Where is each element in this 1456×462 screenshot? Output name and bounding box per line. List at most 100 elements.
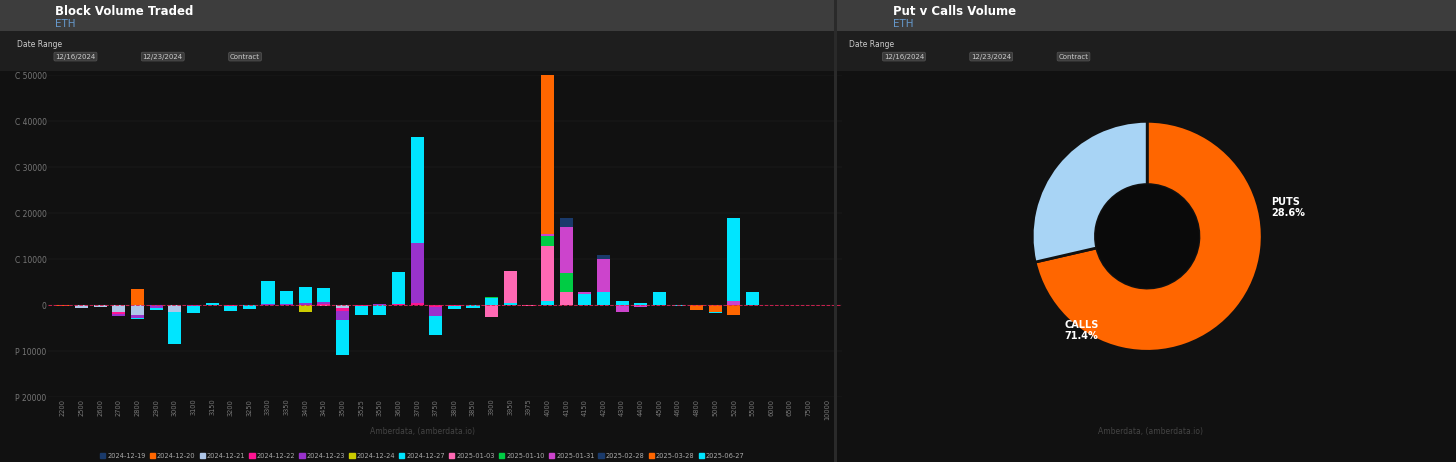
Bar bbox=[131, 305, 144, 315]
Bar bbox=[93, 305, 106, 307]
Bar bbox=[112, 314, 125, 316]
Bar bbox=[298, 305, 312, 312]
Text: 12/23/2024: 12/23/2024 bbox=[143, 54, 183, 60]
Text: 12/16/2024: 12/16/2024 bbox=[884, 54, 925, 60]
Bar bbox=[169, 305, 182, 312]
Text: ETH: ETH bbox=[55, 19, 76, 29]
Bar bbox=[523, 305, 536, 306]
Bar bbox=[317, 302, 331, 304]
Bar bbox=[728, 218, 741, 301]
Bar bbox=[485, 305, 498, 317]
Bar bbox=[578, 292, 591, 294]
Wedge shape bbox=[1035, 122, 1262, 351]
Bar bbox=[542, 234, 555, 237]
Bar bbox=[466, 305, 479, 308]
Bar bbox=[298, 303, 312, 305]
Bar bbox=[76, 305, 89, 308]
Bar bbox=[559, 292, 572, 305]
Bar bbox=[355, 306, 368, 316]
Bar bbox=[542, 237, 555, 245]
Bar bbox=[280, 304, 293, 305]
Bar bbox=[373, 305, 386, 315]
Bar bbox=[728, 301, 741, 305]
Bar bbox=[448, 305, 462, 306]
Bar bbox=[728, 305, 741, 315]
Bar bbox=[169, 312, 182, 344]
Bar bbox=[635, 303, 648, 305]
Text: PUTS
28.6%: PUTS 28.6% bbox=[1271, 197, 1305, 219]
Bar bbox=[559, 273, 572, 292]
Bar bbox=[597, 292, 610, 305]
Bar bbox=[504, 303, 517, 305]
Bar bbox=[635, 305, 648, 307]
Text: Block Volume Traded: Block Volume Traded bbox=[55, 5, 194, 18]
Text: Contract: Contract bbox=[1059, 54, 1089, 60]
Text: Date Range: Date Range bbox=[17, 40, 63, 49]
Bar bbox=[336, 308, 349, 311]
Bar bbox=[280, 291, 293, 304]
Text: Contract: Contract bbox=[230, 54, 261, 60]
Bar bbox=[671, 305, 684, 306]
Bar bbox=[616, 305, 629, 312]
Bar bbox=[542, 301, 555, 305]
Bar bbox=[690, 305, 703, 310]
Bar bbox=[262, 304, 275, 305]
Bar bbox=[745, 292, 759, 305]
Bar bbox=[542, 245, 555, 301]
Bar bbox=[430, 307, 443, 316]
Bar bbox=[317, 304, 331, 305]
Bar bbox=[57, 305, 70, 306]
Bar bbox=[578, 294, 591, 305]
Bar bbox=[430, 316, 443, 335]
Bar bbox=[597, 259, 610, 292]
Bar bbox=[709, 305, 722, 312]
Text: Put v Calls Volume: Put v Calls Volume bbox=[893, 5, 1016, 18]
Bar bbox=[355, 305, 368, 306]
Bar bbox=[616, 301, 629, 305]
Bar bbox=[430, 305, 443, 307]
Bar bbox=[504, 271, 517, 303]
Bar bbox=[411, 137, 424, 243]
Text: 12/16/2024: 12/16/2024 bbox=[55, 54, 96, 60]
Bar bbox=[224, 306, 237, 311]
Text: 12/23/2024: 12/23/2024 bbox=[971, 54, 1012, 60]
Bar bbox=[411, 243, 424, 303]
Bar bbox=[542, 27, 555, 234]
Bar bbox=[112, 305, 125, 312]
Bar bbox=[205, 303, 218, 305]
Bar bbox=[298, 287, 312, 303]
Bar bbox=[485, 297, 498, 298]
Text: Amberdata, (amberdata.io): Amberdata, (amberdata.io) bbox=[370, 427, 475, 436]
Bar bbox=[411, 303, 424, 305]
Bar bbox=[373, 304, 386, 305]
Bar bbox=[150, 308, 163, 310]
Bar bbox=[131, 318, 144, 319]
Legend: 2024-12-19, 2024-12-20, 2024-12-21, 2024-12-22, 2024-12-23, 2024-12-24, 2024-12-: 2024-12-19, 2024-12-20, 2024-12-21, 2024… bbox=[100, 453, 744, 459]
Bar bbox=[392, 272, 405, 304]
Bar bbox=[317, 288, 331, 302]
Text: ETH: ETH bbox=[893, 19, 913, 29]
Bar bbox=[150, 305, 163, 308]
Circle shape bbox=[1095, 184, 1198, 288]
Bar bbox=[559, 227, 572, 273]
Bar bbox=[336, 321, 349, 355]
Bar bbox=[597, 255, 610, 259]
Bar bbox=[336, 311, 349, 321]
Text: CALLS
71.4%: CALLS 71.4% bbox=[1064, 320, 1099, 341]
Bar bbox=[186, 306, 199, 313]
Text: Date Range: Date Range bbox=[849, 40, 894, 49]
Bar bbox=[317, 305, 331, 306]
Bar bbox=[262, 281, 275, 304]
Text: Amberdata, (amberdata.io): Amberdata, (amberdata.io) bbox=[1098, 427, 1203, 436]
Bar bbox=[131, 315, 144, 318]
Bar bbox=[243, 305, 256, 309]
Bar bbox=[485, 298, 498, 305]
Wedge shape bbox=[1032, 122, 1147, 262]
Bar bbox=[652, 292, 665, 305]
Bar bbox=[392, 304, 405, 305]
Bar bbox=[112, 312, 125, 314]
Bar bbox=[709, 312, 722, 313]
Bar bbox=[186, 305, 199, 306]
Bar bbox=[559, 218, 572, 227]
Bar bbox=[336, 305, 349, 308]
